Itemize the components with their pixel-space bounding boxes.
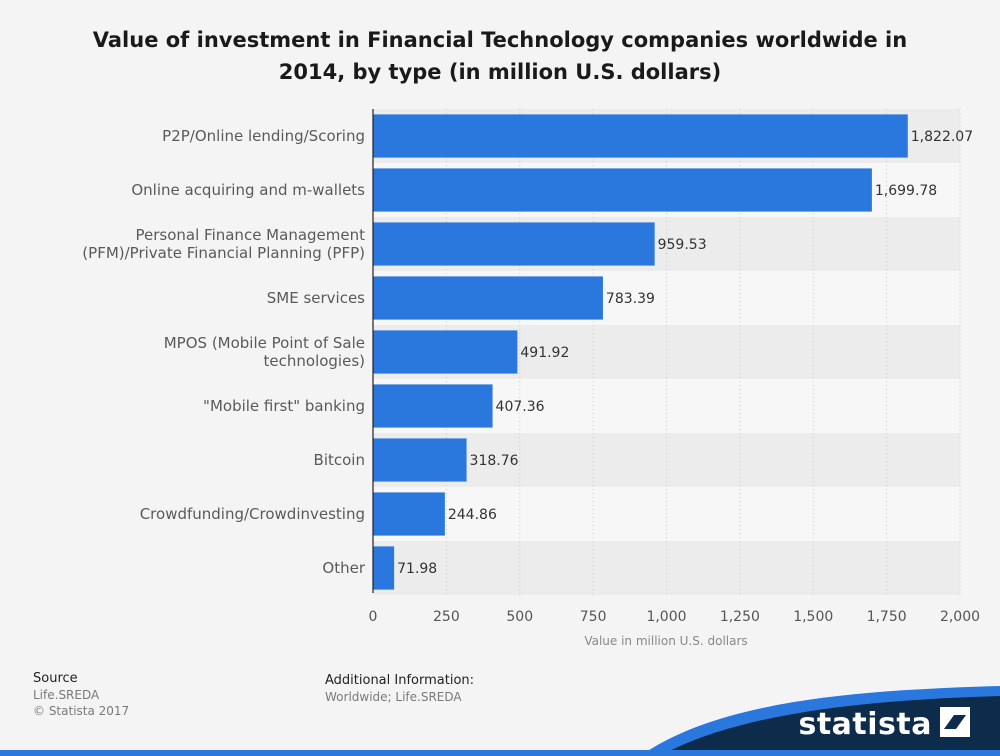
bar[interactable] [373, 222, 655, 266]
bar[interactable] [373, 546, 395, 590]
data-label: 491.92 [520, 345, 569, 361]
x-tick-labels: 0 250 500 750 1,000 1,250 1,500 1,750 2,000 [369, 609, 981, 625]
data-label: 1,699.78 [875, 183, 937, 199]
x-axis-title: Value in million U.S. dollars [584, 634, 747, 648]
category-label: Other [322, 559, 365, 577]
data-label: 783.39 [606, 291, 655, 307]
row-band [373, 433, 960, 487]
x-tick-label: 1,250 [720, 609, 760, 625]
bar[interactable] [373, 168, 872, 212]
category-labels: P2P/Online lending/Scoring Online acquiri… [82, 127, 366, 577]
value-labels: 1,822.07 1,699.78 959.53 783.39 491.92 407.36… [397, 129, 973, 577]
source-line-2: © Statista 2017 [33, 704, 130, 718]
category-label: Crowdfunding/Crowdinvesting [140, 505, 365, 523]
chart-title: Value of investment in Financial Technol… [92, 28, 908, 84]
x-tick-label: 250 [433, 609, 460, 625]
data-label: 407.36 [496, 399, 545, 415]
x-tick-label: 1,000 [646, 609, 686, 625]
x-tick-label: 1,750 [867, 609, 907, 625]
data-label: 959.53 [658, 237, 707, 253]
brand-wordmark: statista [798, 707, 932, 742]
data-label: 318.76 [470, 453, 519, 469]
additional-info-text: Worldwide; Life.SREDA [325, 690, 462, 704]
bar[interactable] [373, 492, 445, 536]
category-label: MPOS (Mobile Point of Sale technologies) [164, 334, 365, 370]
category-label: "Mobile first" banking [203, 397, 365, 415]
x-tick-label: 2,000 [940, 609, 980, 625]
brand-background [660, 696, 1000, 756]
bar[interactable] [373, 276, 603, 320]
source-block: Source Life.SREDA © Statista 2017 [33, 671, 129, 719]
statista-logo[interactable]: statista [798, 707, 970, 742]
category-label: P2P/Online lending/Scoring [162, 127, 365, 145]
category-label: Bitcoin [314, 451, 365, 469]
x-tick-label: 1,500 [793, 609, 833, 625]
bar[interactable] [373, 438, 467, 482]
bottom-strip [0, 750, 1000, 756]
x-tick-label: 750 [580, 609, 607, 625]
category-label: Personal Finance Management (PFM)/Private… [82, 226, 365, 262]
x-tick-label: 0 [369, 609, 378, 625]
source-line-1: Life.SREDA [33, 688, 100, 702]
x-tick-label: 500 [506, 609, 533, 625]
statista-logo-icon [940, 707, 970, 737]
data-label: 244.86 [448, 507, 497, 523]
data-label: 71.98 [397, 561, 437, 577]
bar[interactable] [373, 330, 518, 374]
bar[interactable] [373, 114, 908, 158]
category-label: Online acquiring and m-wallets [131, 181, 365, 199]
bars [373, 114, 908, 590]
data-label: 1,822.07 [911, 129, 973, 145]
source-heading: Source [33, 671, 78, 686]
additional-info-heading: Additional Information: [325, 673, 475, 688]
category-label: SME services [267, 289, 365, 307]
additional-info-block: Additional Information: Worldwide; Life.… [325, 673, 474, 705]
bar[interactable] [373, 384, 493, 428]
